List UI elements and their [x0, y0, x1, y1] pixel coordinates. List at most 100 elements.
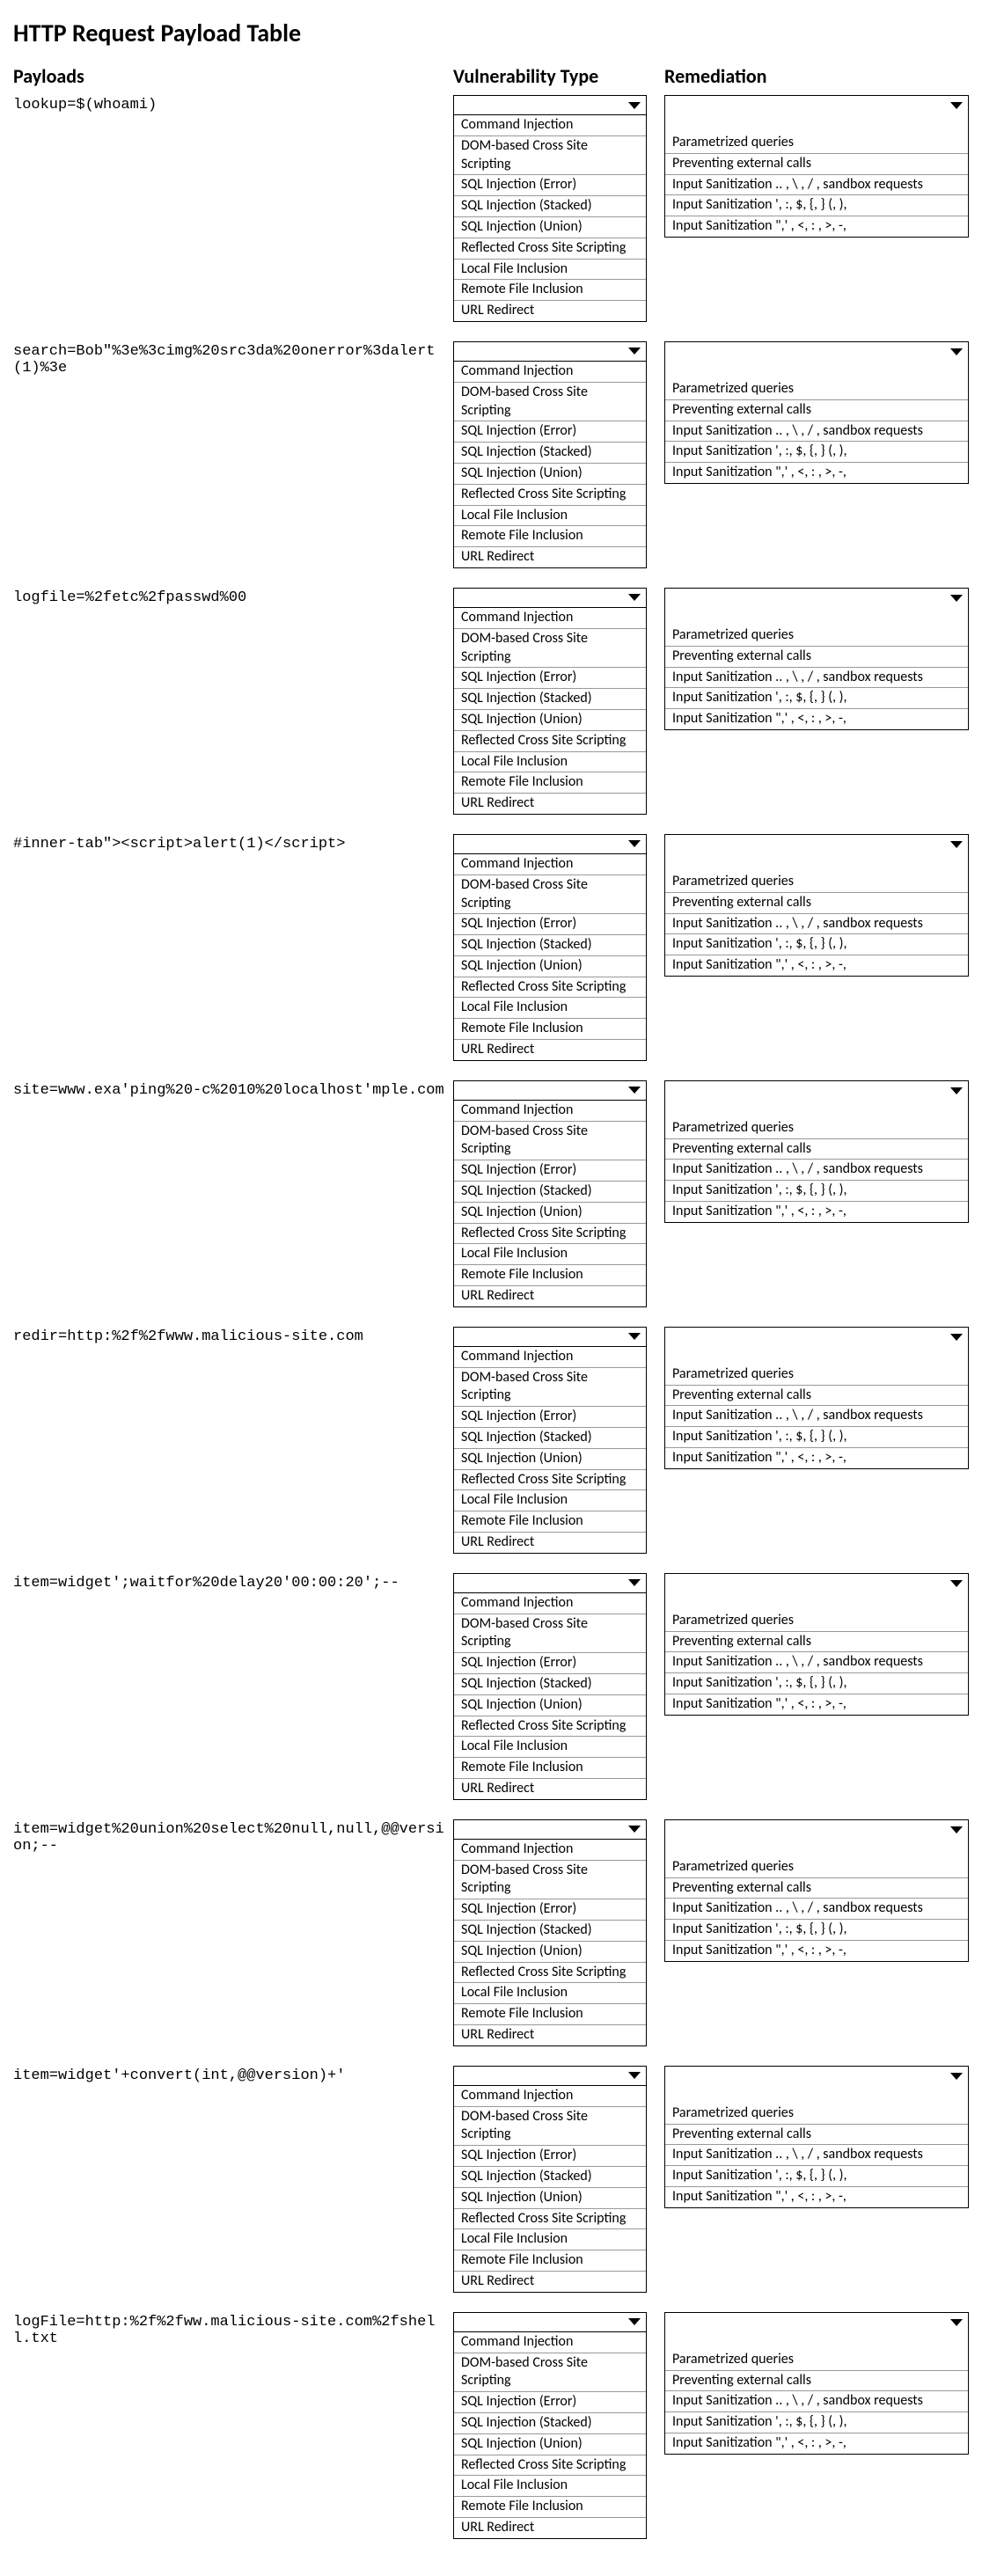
rem-option[interactable]: Input Sanitization ",' , <, : , >, -,: [665, 216, 968, 237]
vuln-option[interactable]: Remote File Inclusion: [454, 1265, 646, 1286]
rem-option[interactable]: Parametrized queries: [665, 2104, 968, 2125]
rem-option[interactable]: Parametrized queries: [665, 1857, 968, 1878]
rem-option[interactable]: Input Sanitization ', :, $, {, } (, ),: [665, 195, 968, 216]
dropdown-header[interactable]: [665, 589, 968, 608]
vuln-option[interactable]: Command Injection: [454, 1593, 646, 1614]
vuln-option[interactable]: DOM-based Cross Site Scripting: [454, 1861, 646, 1900]
vuln-option[interactable]: DOM-based Cross Site Scripting: [454, 136, 646, 176]
rem-option[interactable]: Input Sanitization ', :, $, {, } (, ),: [665, 688, 968, 709]
rem-option[interactable]: Preventing external calls: [665, 1386, 968, 1407]
vuln-option[interactable]: URL Redirect: [454, 2272, 646, 2292]
vuln-option[interactable]: Remote File Inclusion: [454, 1019, 646, 1040]
vuln-option[interactable]: DOM-based Cross Site Scripting: [454, 875, 646, 915]
vulnerability-select[interactable]: Command InjectionDOM-based Cross Site Sc…: [453, 2312, 647, 2539]
vuln-option[interactable]: DOM-based Cross Site Scripting: [454, 629, 646, 669]
vuln-option[interactable]: Reflected Cross Site Scripting: [454, 2455, 646, 2477]
rem-option[interactable]: Parametrized queries: [665, 872, 968, 893]
vuln-option[interactable]: SQL Injection (Error): [454, 1653, 646, 1674]
vuln-option[interactable]: Local File Inclusion: [454, 1737, 646, 1758]
vuln-option[interactable]: Local File Inclusion: [454, 506, 646, 527]
vuln-option[interactable]: Command Injection: [454, 608, 646, 629]
vuln-option[interactable]: URL Redirect: [454, 2518, 646, 2538]
vuln-option[interactable]: SQL Injection (Union): [454, 464, 646, 485]
vuln-option[interactable]: Remote File Inclusion: [454, 2497, 646, 2518]
rem-option[interactable]: Input Sanitization ",' , <, : , >, -,: [665, 1202, 968, 1222]
vulnerability-select[interactable]: Command InjectionDOM-based Cross Site Sc…: [453, 95, 647, 322]
rem-option[interactable]: Input Sanitization .. , \ , / , sandbox …: [665, 175, 968, 196]
rem-option[interactable]: Parametrized queries: [665, 1611, 968, 1632]
vuln-option[interactable]: Command Injection: [454, 1840, 646, 1861]
vuln-option[interactable]: Local File Inclusion: [454, 2476, 646, 2497]
vuln-option[interactable]: Reflected Cross Site Scripting: [454, 731, 646, 752]
vuln-option[interactable]: SQL Injection (Stacked): [454, 1182, 646, 1203]
rem-option[interactable]: Input Sanitization ",' , <, : , >, -,: [665, 2433, 968, 2454]
remediation-select[interactable]: Parametrized queriesPreventing external …: [664, 95, 969, 238]
dropdown-header[interactable]: [665, 96, 968, 115]
remediation-select[interactable]: Parametrized queriesPreventing external …: [664, 1327, 969, 1469]
remediation-select[interactable]: Parametrized queriesPreventing external …: [664, 2066, 969, 2208]
vuln-option[interactable]: SQL Injection (Union): [454, 2188, 646, 2209]
rem-option[interactable]: Input Sanitization ', :, $, {, } (, ),: [665, 1181, 968, 1202]
vuln-option[interactable]: Command Injection: [454, 362, 646, 383]
vuln-option[interactable]: Command Injection: [454, 2086, 646, 2107]
dropdown-header[interactable]: [665, 1820, 968, 1840]
dropdown-header[interactable]: [454, 2313, 646, 2332]
vuln-option[interactable]: SQL Injection (Union): [454, 1942, 646, 1963]
vuln-option[interactable]: URL Redirect: [454, 547, 646, 567]
remediation-select[interactable]: Parametrized queriesPreventing external …: [664, 834, 969, 977]
vuln-option[interactable]: Local File Inclusion: [454, 260, 646, 281]
vuln-option[interactable]: SQL Injection (Stacked): [454, 196, 646, 217]
vuln-option[interactable]: DOM-based Cross Site Scripting: [454, 1122, 646, 1161]
rem-option[interactable]: Input Sanitization .. , \ , / , sandbox …: [665, 1406, 968, 1427]
rem-option[interactable]: Input Sanitization .. , \ , / , sandbox …: [665, 1160, 968, 1181]
vuln-option[interactable]: SQL Injection (Error): [454, 421, 646, 443]
rem-option[interactable]: Parametrized queries: [665, 133, 968, 154]
vuln-option[interactable]: SQL Injection (Error): [454, 668, 646, 689]
vuln-option[interactable]: URL Redirect: [454, 301, 646, 321]
vuln-option[interactable]: SQL Injection (Error): [454, 1160, 646, 1182]
rem-option[interactable]: Input Sanitization .. , \ , / , sandbox …: [665, 668, 968, 689]
rem-option[interactable]: Input Sanitization ",' , <, : , >, -,: [665, 1941, 968, 1961]
vuln-option[interactable]: SQL Injection (Error): [454, 175, 646, 196]
dropdown-header[interactable]: [454, 342, 646, 362]
vuln-option[interactable]: Local File Inclusion: [454, 2229, 646, 2250]
dropdown-header[interactable]: [454, 589, 646, 608]
remediation-select[interactable]: Parametrized queriesPreventing external …: [664, 341, 969, 484]
vuln-option[interactable]: Command Injection: [454, 1101, 646, 1122]
dropdown-header[interactable]: [665, 835, 968, 854]
dropdown-header[interactable]: [665, 2313, 968, 2332]
vulnerability-select[interactable]: Command InjectionDOM-based Cross Site Sc…: [453, 1573, 647, 1800]
rem-option[interactable]: Parametrized queries: [665, 1118, 968, 1139]
vuln-option[interactable]: SQL Injection (Union): [454, 710, 646, 731]
vuln-option[interactable]: Reflected Cross Site Scripting: [454, 485, 646, 506]
rem-option[interactable]: Preventing external calls: [665, 647, 968, 668]
rem-option[interactable]: Preventing external calls: [665, 2371, 968, 2392]
vuln-option[interactable]: URL Redirect: [454, 794, 646, 814]
vuln-option[interactable]: Remote File Inclusion: [454, 2004, 646, 2025]
dropdown-header[interactable]: [454, 1328, 646, 1347]
vuln-option[interactable]: Remote File Inclusion: [454, 280, 646, 301]
vuln-option[interactable]: Command Injection: [454, 115, 646, 136]
vuln-option[interactable]: SQL Injection (Union): [454, 2434, 646, 2455]
vulnerability-select[interactable]: Command InjectionDOM-based Cross Site Sc…: [453, 1080, 647, 1307]
vuln-option[interactable]: Local File Inclusion: [454, 1490, 646, 1511]
vulnerability-select[interactable]: Command InjectionDOM-based Cross Site Sc…: [453, 341, 647, 568]
vuln-option[interactable]: SQL Injection (Stacked): [454, 2413, 646, 2434]
rem-option[interactable]: Input Sanitization ', :, $, {, } (, ),: [665, 1673, 968, 1694]
vuln-option[interactable]: SQL Injection (Error): [454, 2392, 646, 2413]
vuln-option[interactable]: URL Redirect: [454, 2025, 646, 2045]
vuln-option[interactable]: SQL Injection (Stacked): [454, 2167, 646, 2188]
vuln-option[interactable]: Reflected Cross Site Scripting: [454, 1470, 646, 1491]
vuln-option[interactable]: Local File Inclusion: [454, 752, 646, 773]
rem-option[interactable]: Input Sanitization .. , \ , / , sandbox …: [665, 1652, 968, 1673]
dropdown-header[interactable]: [454, 1081, 646, 1101]
rem-option[interactable]: Input Sanitization ",' , <, : , >, -,: [665, 1694, 968, 1715]
vuln-option[interactable]: Remote File Inclusion: [454, 526, 646, 547]
rem-option[interactable]: Input Sanitization ', :, $, {, } (, ),: [665, 2166, 968, 2187]
remediation-select[interactable]: Parametrized queriesPreventing external …: [664, 588, 969, 730]
rem-option[interactable]: Parametrized queries: [665, 1365, 968, 1386]
vuln-option[interactable]: SQL Injection (Union): [454, 1449, 646, 1470]
dropdown-header[interactable]: [665, 1081, 968, 1101]
vuln-option[interactable]: Remote File Inclusion: [454, 1511, 646, 1533]
rem-option[interactable]: Input Sanitization ', :, $, {, } (, ),: [665, 1920, 968, 1941]
